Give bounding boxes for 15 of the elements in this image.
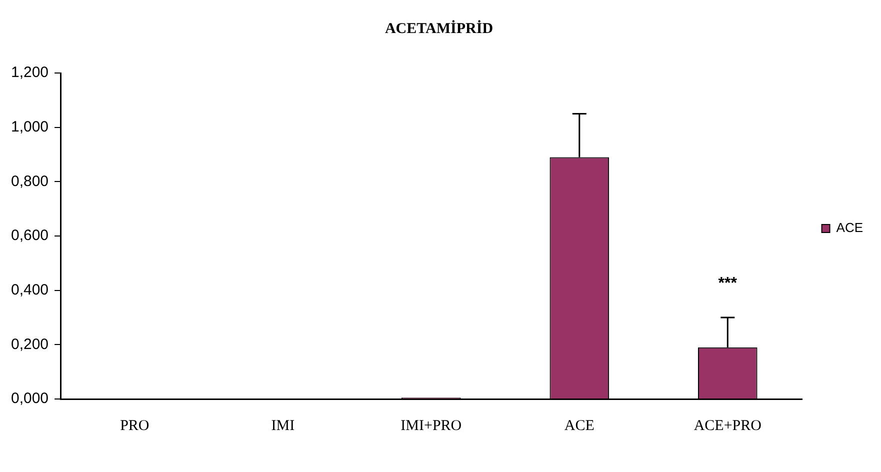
chart-title: ACETAMİPRİD (384, 20, 494, 37)
x-tick-label: ACE+PRO (694, 418, 762, 434)
legend-label: ACE (836, 220, 864, 236)
y-tick-label: 0,800 (10, 172, 49, 190)
x-tick-label: IMI+PRO (400, 418, 462, 434)
y-tick-label: 1,200 (10, 64, 49, 82)
x-tick-label: ACE (564, 418, 594, 434)
annotation: *** (718, 274, 738, 292)
y-tick-label: 0,600 (10, 227, 49, 244)
y-tick-label: 0,400 (10, 281, 49, 298)
y-tick-label: 0,200 (10, 336, 49, 353)
y-tick-label: 0,000 (10, 390, 49, 408)
x-tick-label: IMI (271, 418, 295, 434)
x-tick-label: PRO (120, 418, 150, 434)
y-tick-label: 1,000 (10, 118, 49, 136)
